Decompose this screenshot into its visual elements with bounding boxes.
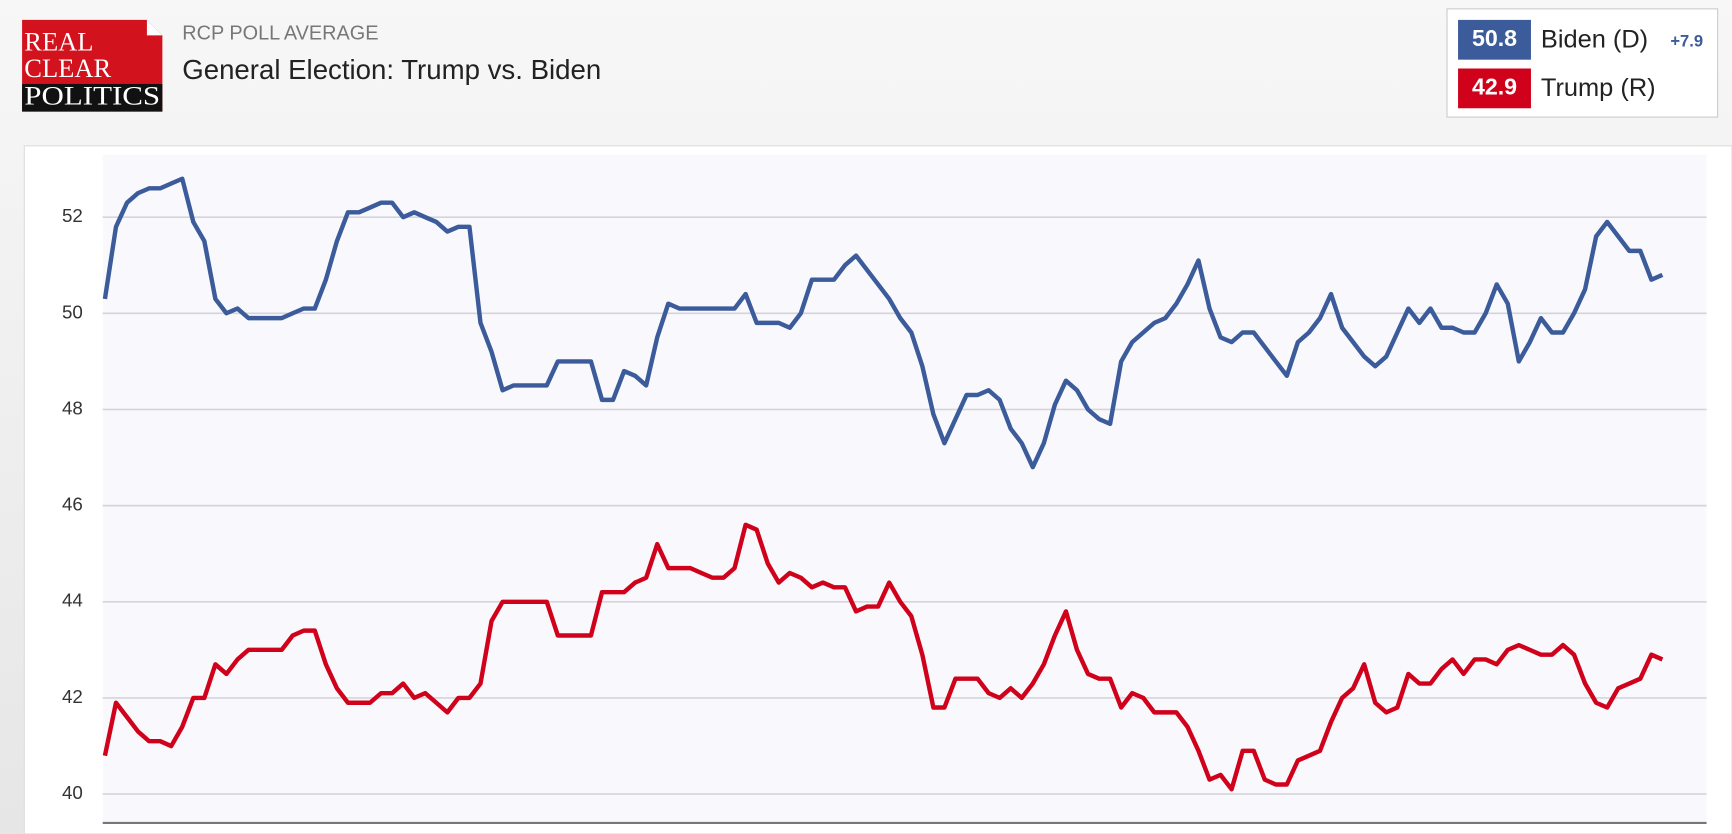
legend-name: Trump (R) xyxy=(1541,74,1656,102)
y-tick-label: 40 xyxy=(62,782,83,803)
y-tick-label: 50 xyxy=(62,301,83,322)
legend-value: 42.9 xyxy=(1472,74,1517,100)
title: General Election: Trump vs. Biden xyxy=(182,54,601,85)
kicker: RCP POLL AVERAGE xyxy=(182,23,378,45)
y-tick-label: 52 xyxy=(62,205,83,226)
y-tick-label: 42 xyxy=(62,686,83,707)
legend-value: 50.8 xyxy=(1472,25,1517,51)
plot-area xyxy=(102,154,1707,823)
legend-swatch xyxy=(1458,68,1531,109)
series-line xyxy=(102,522,1664,792)
y-tick-label: 48 xyxy=(62,397,83,418)
logo[interactable]: REAL CLEAR POLITICS xyxy=(22,19,163,112)
spread: +7.9 xyxy=(1670,31,1703,50)
legend-swatch xyxy=(1458,19,1531,60)
series-line xyxy=(102,176,1664,470)
logo-band xyxy=(22,83,163,112)
legend-name: Biden (D) xyxy=(1541,26,1648,54)
y-tick-label: 46 xyxy=(62,494,83,515)
y-tick-label: 44 xyxy=(62,590,83,611)
logo-text: CLEAR xyxy=(24,53,111,83)
logo-text: REAL xyxy=(24,26,93,56)
logo-text: POLITICS xyxy=(24,80,160,110)
